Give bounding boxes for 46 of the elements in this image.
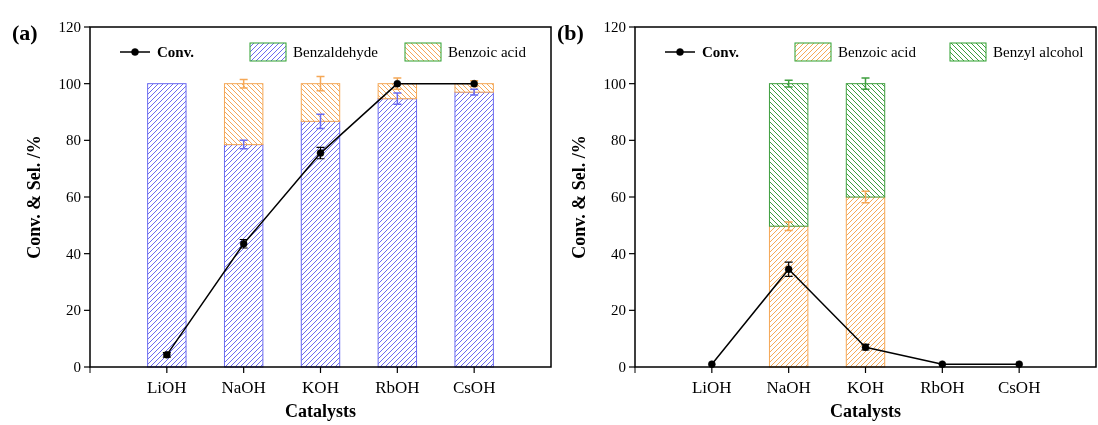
y-tick-label: 100 — [58, 75, 81, 92]
legend-label: Conv. — [157, 44, 195, 60]
y-tick-label: 40 — [611, 245, 626, 262]
point — [938, 360, 947, 368]
y-tick-label: 20 — [66, 302, 81, 319]
y-tick-label: 60 — [611, 189, 626, 205]
y-tick-label: 80 — [611, 132, 626, 149]
x-axis-title: Catalysts — [830, 401, 901, 421]
x-tick-label: LiOH — [147, 378, 187, 397]
y-tick-label: 40 — [66, 245, 81, 262]
y-axis-title: Conv. & Sel. /% — [569, 135, 589, 259]
bar — [223, 83, 264, 146]
x-tick-label: KOH — [302, 378, 339, 397]
x-tick-label: KOH — [847, 378, 884, 397]
legend-label: Conv. — [702, 44, 740, 60]
y-tick-label: 0 — [73, 359, 81, 375]
y-tick-label: 120 — [603, 19, 626, 35]
y-tick-label: 80 — [66, 132, 81, 149]
point — [708, 360, 716, 368]
x-tick-label: CsOH — [452, 378, 496, 397]
y-tick-label: 0 — [618, 359, 626, 375]
legend-label: Benzoic acid — [448, 44, 527, 60]
x-tick-label: NaOH — [766, 378, 811, 397]
x-tick-label: LiOH — [692, 378, 732, 397]
y-axis-title: Conv. & Sel. /% — [24, 135, 44, 259]
bar — [147, 83, 187, 368]
legend-label: Benzyl alcohol — [993, 44, 1084, 60]
y-tick-label: 100 — [603, 75, 626, 92]
y-tick-label: 60 — [66, 189, 81, 205]
legend-label: Benzaldehyde — [293, 44, 379, 60]
bar — [454, 91, 494, 368]
x-tick-label: RbOH — [920, 378, 965, 397]
chart-title: (a) — [12, 20, 38, 45]
x-axis-title: Catalysts — [285, 401, 356, 421]
point — [784, 265, 793, 273]
point — [1015, 360, 1023, 368]
x-tick-label: CsOH — [997, 378, 1041, 397]
y-tick-label: 120 — [58, 19, 81, 35]
y-tick-label: 20 — [611, 302, 626, 319]
x-tick-label: NaOH — [221, 378, 266, 397]
legend-label: Benzoic acid — [838, 44, 917, 60]
bar — [768, 83, 809, 227]
chart-title: (b) — [557, 20, 584, 45]
bar — [223, 144, 264, 368]
x-tick-label: RbOH — [375, 378, 420, 397]
bar — [768, 225, 809, 368]
